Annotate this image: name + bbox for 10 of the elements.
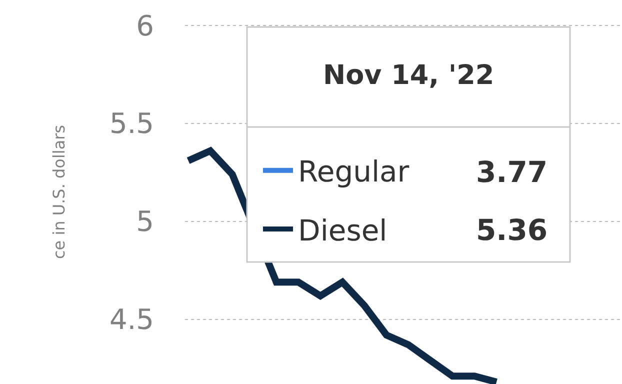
y-tick-label: 5 <box>136 205 154 238</box>
annotation: 3.77 <box>476 155 548 189</box>
y-axis-title: ce in U.S. dollars <box>49 124 68 260</box>
y-tick-label: 6 <box>136 9 154 42</box>
y-tick-label: 5.5 <box>109 107 154 140</box>
y-tick-label: 4.5 <box>109 303 154 336</box>
legend-label: Regular <box>298 154 410 189</box>
annotation: Nov 14, '22 <box>323 60 494 91</box>
annotation: 5.36 <box>476 213 548 247</box>
legend-label: Diesel <box>298 213 388 248</box>
